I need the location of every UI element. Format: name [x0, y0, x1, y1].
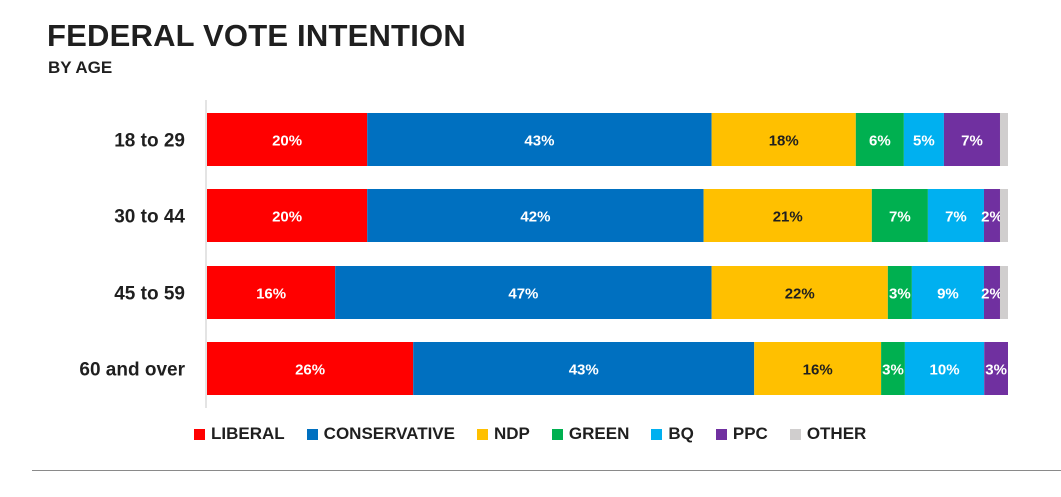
legend-swatch — [306, 428, 318, 440]
legend-item-ndp: NDP — [476, 424, 530, 444]
bar-ndp — [711, 113, 856, 166]
data-label: 26% — [295, 362, 325, 379]
bar-bq — [911, 266, 984, 319]
bar-liberal — [207, 113, 368, 166]
data-label: 10% — [930, 362, 960, 379]
legend-label: GREEN — [568, 424, 630, 443]
bar-green — [855, 113, 904, 166]
bar-ndp — [711, 266, 888, 319]
data-label: 7% — [945, 209, 967, 226]
legend-item-liberal: LIBERAL — [194, 424, 285, 444]
legend-swatch — [651, 428, 663, 440]
data-label: 22% — [785, 286, 815, 303]
data-label: 47% — [508, 286, 538, 303]
bar-ppc — [983, 266, 1000, 319]
data-label: 9% — [937, 286, 959, 303]
category-label: 60 and over — [79, 360, 185, 381]
legend-label: BQ — [668, 424, 694, 443]
legend-item-bq: BQ — [651, 424, 694, 444]
data-label: 7% — [961, 133, 983, 150]
legend-label: NDP — [493, 424, 530, 443]
bar-green — [881, 342, 905, 395]
bar-green — [871, 189, 928, 242]
bottom-divider — [32, 470, 1061, 471]
bar-bq — [904, 342, 985, 395]
data-label: 5% — [913, 133, 935, 150]
legend-label: PPC — [732, 424, 768, 443]
bar-ppc — [984, 342, 1008, 395]
chart-legend: LIBERAL CONSERVATIVE NDP GREEN BQ PPC OTHER — [194, 424, 866, 444]
data-label: 3% — [985, 362, 1007, 379]
data-label: 43% — [569, 362, 599, 379]
data-label: 20% — [272, 209, 302, 226]
bar-other — [999, 113, 1008, 166]
bar-green — [887, 266, 912, 319]
data-label: 42% — [520, 209, 550, 226]
legend-swatch — [551, 428, 563, 440]
page-title: FEDERAL VOTE INTENTION — [47, 18, 466, 53]
bar-conservative — [367, 113, 712, 166]
bar-ppc — [983, 189, 1000, 242]
legend-label: OTHER — [806, 424, 867, 443]
bar-ndp — [754, 342, 882, 395]
data-label: 3% — [882, 362, 904, 379]
data-label: 21% — [773, 209, 803, 226]
legend-swatch — [476, 428, 488, 440]
legend-label: LIBERAL — [211, 424, 285, 443]
data-label: 16% — [803, 362, 833, 379]
data-label: 16% — [256, 286, 286, 303]
legend-swatch — [194, 428, 205, 440]
data-label: 6% — [869, 133, 891, 150]
bar-bq — [927, 189, 984, 242]
legend-item-green: GREEN — [551, 424, 630, 444]
data-label: 20% — [272, 133, 302, 150]
bar-conservative — [335, 266, 712, 319]
legend-item-other: OTHER — [789, 424, 867, 444]
legend-item-ppc: PPC — [715, 424, 768, 444]
bar-liberal — [207, 266, 336, 319]
data-label: 43% — [524, 133, 554, 150]
data-label: 3% — [889, 286, 911, 303]
data-label: 2% — [981, 209, 1003, 226]
stacked-bar-chart: 18 to 29 20% 43% 18% 6% 5% 7% 30 to 44 20% 42% 21%… — [79, 100, 1008, 408]
bar-ndp — [703, 189, 872, 242]
bar-bq — [903, 113, 944, 166]
page-subtitle: BY AGE — [48, 58, 113, 77]
legend-swatch — [715, 428, 727, 440]
category-label: 30 to 44 — [114, 207, 185, 228]
bar-conservative — [413, 342, 755, 395]
legend-item-conservative: CONSERVATIVE — [306, 424, 455, 444]
bar-liberal — [207, 342, 414, 395]
category-label: 18 to 29 — [114, 131, 185, 152]
legend-swatch — [789, 428, 801, 440]
data-label: 18% — [769, 133, 799, 150]
legend-label: CONSERVATIVE — [323, 424, 455, 443]
bar-other — [999, 266, 1008, 319]
bar-ppc — [943, 113, 1000, 166]
bar-liberal — [207, 189, 368, 242]
bar-conservative — [367, 189, 704, 242]
data-label: 2% — [981, 286, 1003, 303]
bar-other — [999, 189, 1008, 242]
category-label: 45 to 59 — [114, 284, 185, 305]
data-label: 7% — [889, 209, 911, 226]
